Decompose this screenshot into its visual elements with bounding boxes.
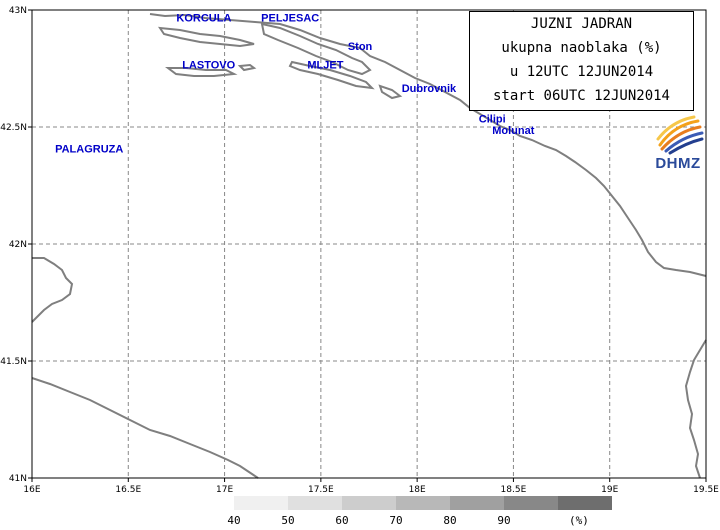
colorbar-label: 90	[497, 514, 511, 527]
lon-tick-label: 19.5E	[693, 485, 719, 495]
dhmz-logo: DHMZ	[652, 115, 704, 179]
coastline-segment	[31, 257, 74, 323]
place-label: Dubrovnik	[402, 83, 457, 95]
colorbar-label: 40	[227, 514, 241, 527]
colorbar-swatch	[396, 496, 450, 510]
title-variable: ukupna naoblaka (%)	[501, 40, 662, 56]
place-label: MLJET	[307, 60, 343, 72]
colorbar-swatch	[342, 496, 396, 510]
title-region: JUZNI JADRAN	[530, 16, 633, 32]
dhmz-logo-swirl-icon	[656, 115, 704, 155]
coastline-segment	[149, 13, 707, 277]
colorbar-label: 50	[281, 514, 295, 527]
map-title-box: JUZNI JADRAN ukupna naoblaka (%) u 12UTC…	[469, 11, 694, 111]
coastline-segment	[684, 339, 707, 479]
axis-tick-labels: 16E 16.5E 17E 17.5E 18E 18.5E 19E 19.5E 43N 42.5N…	[0, 6, 719, 495]
colorbar-swatch	[504, 496, 558, 510]
coastline-segment	[165, 67, 238, 77]
coastline	[31, 13, 707, 479]
colorbar-swatch	[234, 496, 288, 510]
colorbar-label: 70	[389, 514, 403, 527]
lat-tick-label: 43N	[9, 6, 27, 16]
title-valid-time: u 12UTC 12JUN2014	[509, 64, 654, 80]
place-label: Molunat	[492, 125, 534, 137]
colorbar-label: 80	[443, 514, 457, 527]
lon-tick-label: 16E	[23, 485, 40, 495]
colorbar-swatch	[450, 496, 504, 510]
lon-tick-label: 18.5E	[501, 485, 527, 495]
lat-lon-grid	[32, 10, 706, 478]
place-label: Ston	[348, 41, 373, 53]
lon-tick-label: 17E	[216, 485, 233, 495]
place-labels: KORCULA PELJESAC Ston LASTOVO MLJET Dubrovnik…	[55, 13, 535, 156]
lon-tick-label: 19E	[601, 485, 618, 495]
place-label: KORCULA	[176, 13, 231, 25]
coastline-segment	[260, 22, 372, 76]
colorbar-legend: 40 50 60 70 80 90 (%)	[227, 496, 612, 528]
coastline-segment	[31, 377, 259, 479]
lat-tick-label: 41.5N	[0, 357, 27, 367]
lon-tick-label: 16.5E	[115, 485, 141, 495]
lat-tick-label: 42.5N	[0, 123, 27, 133]
place-label: PELJESAC	[261, 13, 319, 25]
coastline-segment	[157, 26, 255, 48]
title-run-time: start 06UTC 12JUN2014	[492, 88, 670, 104]
lat-tick-label: 41N	[9, 474, 27, 484]
colorbar-label: 60	[335, 514, 349, 527]
coastline-segment	[378, 84, 403, 100]
coastline-segment	[237, 63, 257, 72]
coastline-segment	[288, 60, 375, 90]
dhmz-logo-text: DHMZ	[655, 155, 701, 172]
lon-tick-label: 18E	[409, 485, 426, 495]
lon-tick-label: 17.5E	[308, 485, 334, 495]
map-frame	[31, 9, 707, 479]
colorbar-unit: (%)	[569, 514, 589, 527]
place-label: Cilipi	[479, 113, 506, 125]
colorbar-swatch	[558, 496, 612, 510]
colorbar-swatch	[288, 496, 342, 510]
place-label: LASTOVO	[182, 60, 235, 72]
lat-tick-label: 42N	[9, 240, 27, 250]
place-label: PALAGRUZA	[55, 144, 123, 156]
